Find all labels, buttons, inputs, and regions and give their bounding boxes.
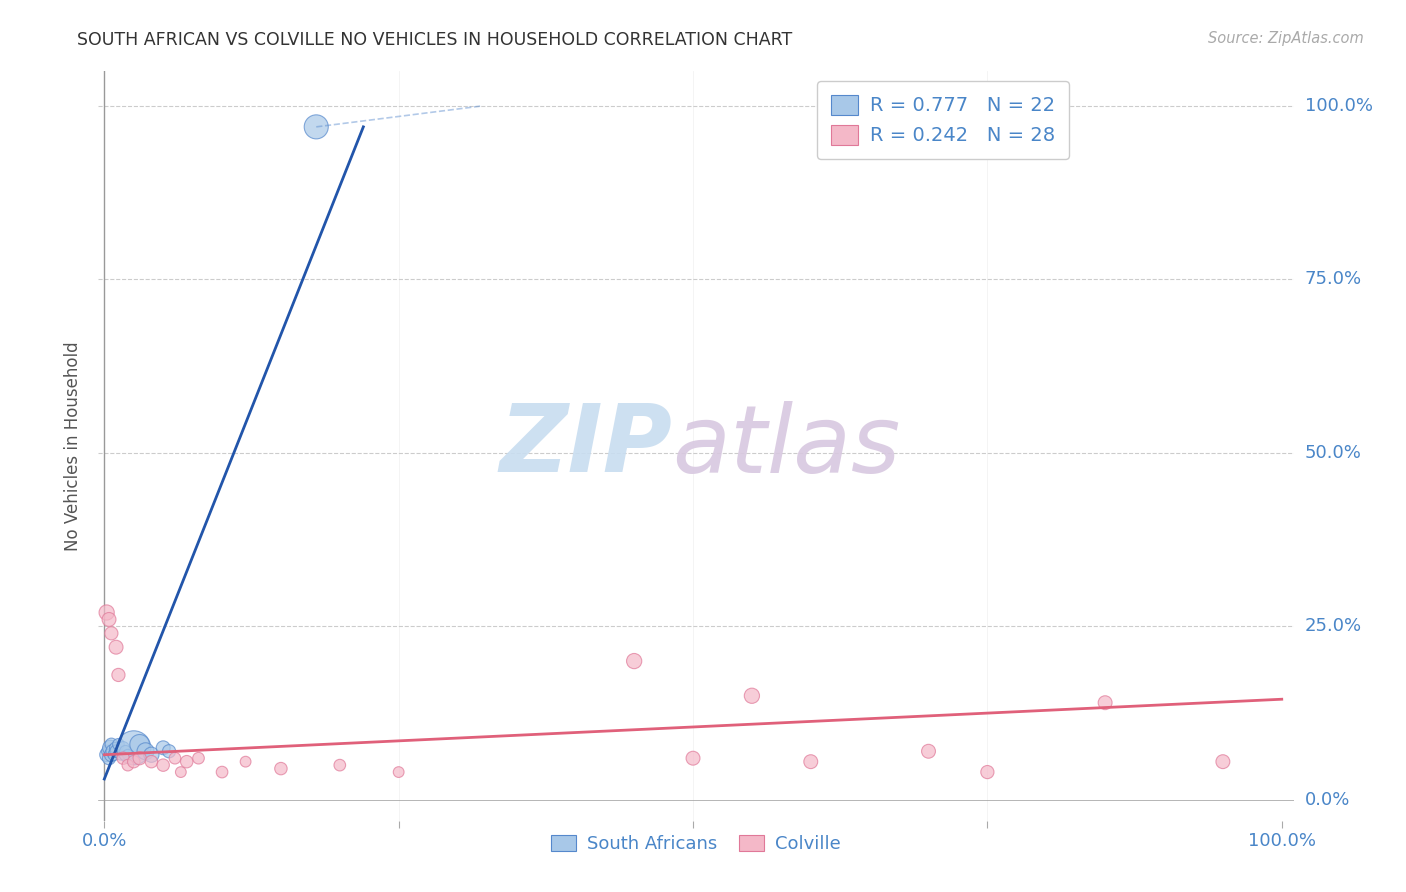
Point bbox=[100, 747, 122, 762]
Point bbox=[917, 744, 939, 758]
Point bbox=[134, 744, 156, 758]
Point bbox=[122, 740, 145, 755]
Point bbox=[1094, 696, 1116, 710]
Point bbox=[128, 737, 150, 751]
Point bbox=[388, 765, 411, 780]
Text: atlas: atlas bbox=[672, 401, 900, 491]
Text: 0.0%: 0.0% bbox=[1305, 791, 1350, 809]
Point bbox=[112, 740, 135, 755]
Point bbox=[122, 755, 145, 769]
Point bbox=[128, 751, 150, 765]
Text: ZIP: ZIP bbox=[499, 400, 672, 492]
Point bbox=[98, 751, 121, 765]
Point bbox=[163, 751, 186, 765]
Text: 25.0%: 25.0% bbox=[1305, 617, 1362, 635]
Point bbox=[105, 744, 128, 758]
Point bbox=[110, 747, 132, 762]
Point bbox=[103, 747, 125, 762]
Point bbox=[329, 758, 352, 772]
Point bbox=[176, 755, 198, 769]
Point bbox=[114, 744, 136, 758]
Point bbox=[97, 744, 120, 758]
Point bbox=[117, 747, 139, 762]
Point bbox=[100, 626, 122, 640]
Point bbox=[741, 689, 763, 703]
Point bbox=[107, 737, 129, 751]
Point bbox=[104, 740, 127, 755]
Point bbox=[117, 758, 139, 772]
Point bbox=[1212, 755, 1234, 769]
Point bbox=[800, 755, 823, 769]
Point bbox=[157, 744, 180, 758]
Legend: South Africans, Colville: South Africans, Colville bbox=[544, 828, 848, 860]
Point bbox=[100, 737, 122, 751]
Point bbox=[141, 747, 163, 762]
Text: 75.0%: 75.0% bbox=[1305, 270, 1362, 288]
Text: Source: ZipAtlas.com: Source: ZipAtlas.com bbox=[1208, 31, 1364, 46]
Text: SOUTH AFRICAN VS COLVILLE NO VEHICLES IN HOUSEHOLD CORRELATION CHART: SOUTH AFRICAN VS COLVILLE NO VEHICLES IN… bbox=[77, 31, 793, 49]
Point bbox=[98, 740, 121, 755]
Point bbox=[170, 765, 193, 780]
Text: 50.0%: 50.0% bbox=[1305, 444, 1361, 462]
Point bbox=[141, 755, 163, 769]
Point bbox=[305, 120, 328, 134]
Point bbox=[211, 765, 233, 780]
Point bbox=[270, 762, 292, 776]
Point bbox=[98, 612, 121, 626]
Point bbox=[152, 758, 174, 772]
Point bbox=[623, 654, 645, 668]
Point bbox=[101, 744, 124, 758]
Point bbox=[187, 751, 209, 765]
Point bbox=[105, 640, 128, 655]
Point bbox=[152, 740, 174, 755]
Point bbox=[235, 755, 257, 769]
Point bbox=[976, 765, 998, 780]
Y-axis label: No Vehicles in Household: No Vehicles in Household bbox=[65, 341, 83, 551]
Point bbox=[107, 668, 129, 682]
Point bbox=[96, 606, 118, 620]
Point bbox=[682, 751, 704, 765]
Text: 100.0%: 100.0% bbox=[1305, 97, 1372, 115]
Point bbox=[112, 751, 135, 765]
Point bbox=[96, 747, 118, 762]
